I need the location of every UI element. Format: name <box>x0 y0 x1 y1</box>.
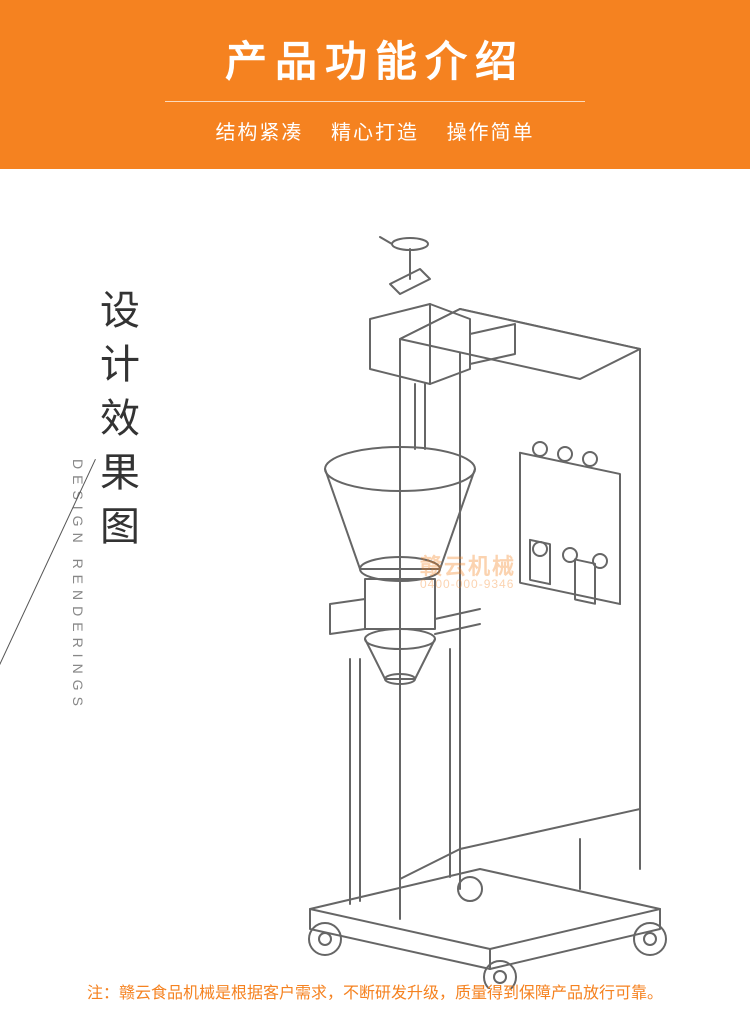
vertical-label-group: DESIGN RENDERINGS 设计效果图 <box>70 289 136 712</box>
watermark-phone: 0400-000-9346 <box>420 577 514 591</box>
subtitle-part-3: 操作简单 <box>447 122 535 144</box>
vertical-label-cn: 设计效果图 <box>96 289 136 559</box>
header-banner: 产品功能介绍 结构紧凑 精心打造 操作简单 <box>0 0 750 169</box>
subtitle-part-1: 结构紧凑 <box>215 122 303 144</box>
header-title: 产品功能介绍 <box>0 28 750 89</box>
header-divider <box>165 101 585 102</box>
content-area: DESIGN RENDERINGS 设计效果图 <box>0 169 750 989</box>
header-subtitle: 结构紧凑 精心打造 操作简单 <box>0 116 750 145</box>
footer-note: 注：赣云食品机械是根据客户需求，不断研发升级，质量得到保障产品放行可靠。 <box>0 979 750 1003</box>
subtitle-part-2: 精心打造 <box>331 122 419 144</box>
